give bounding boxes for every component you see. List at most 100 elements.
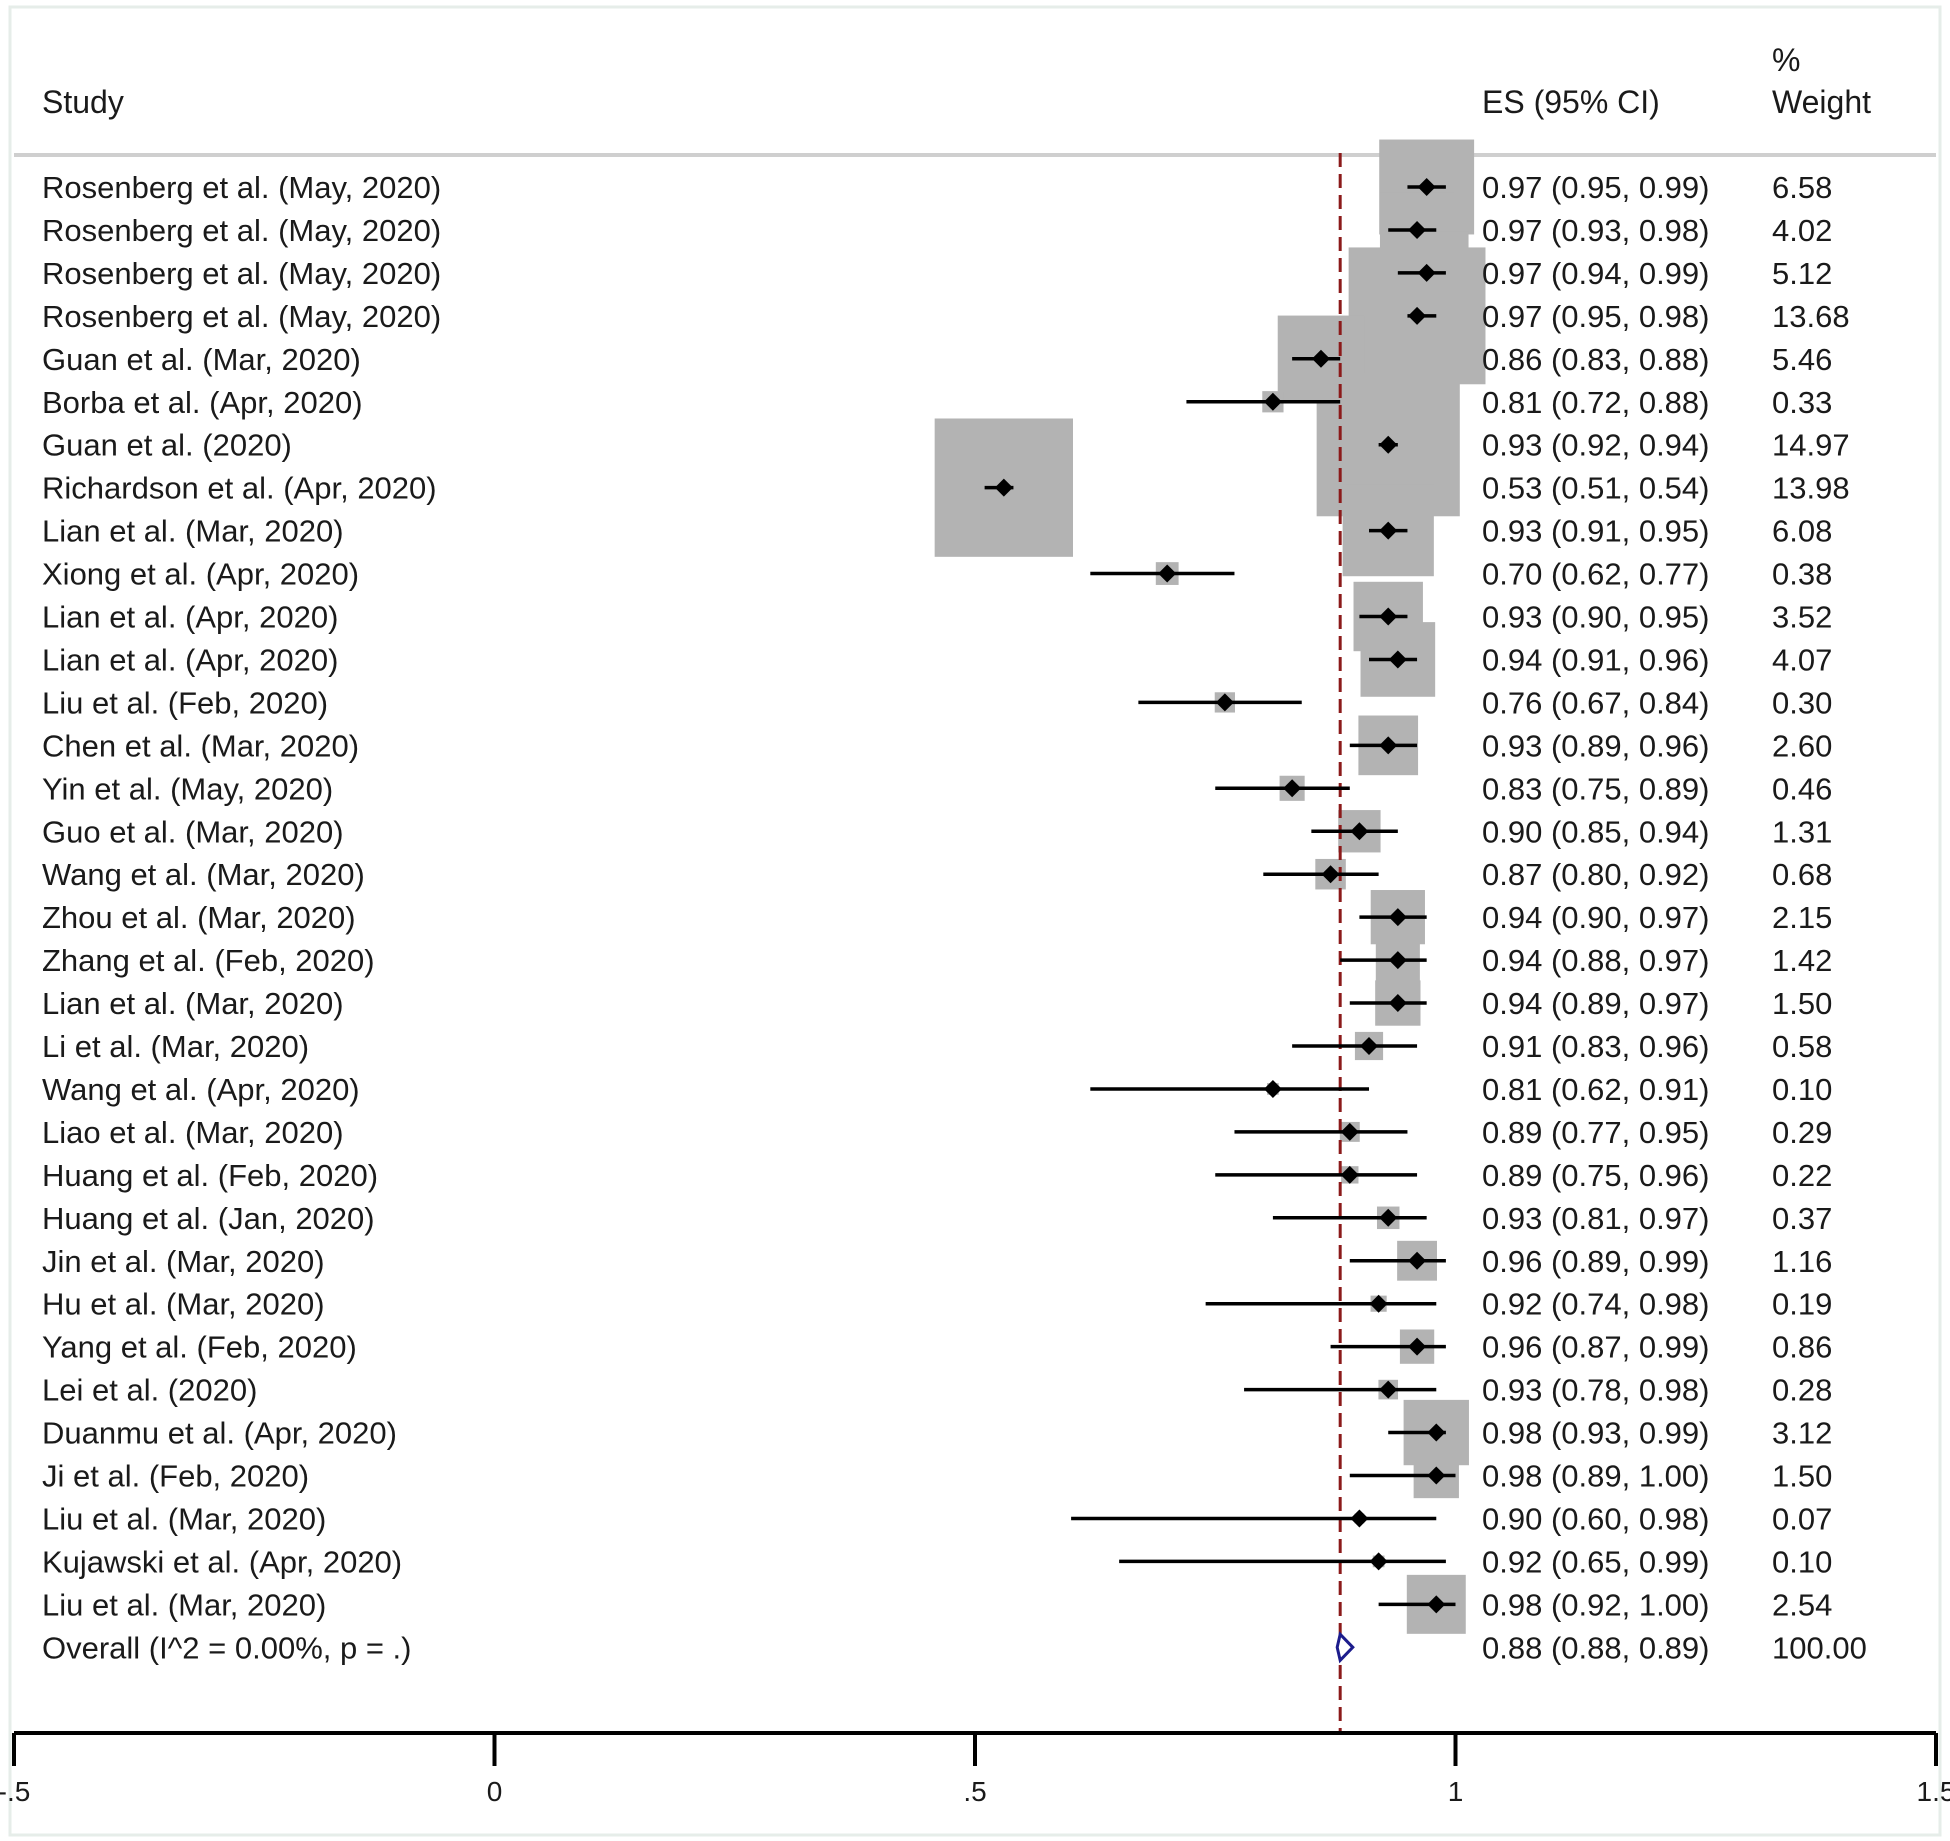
- study-label: Lian et al. (Apr, 2020): [42, 600, 338, 635]
- study-label: Guan et al. (2020): [42, 428, 292, 463]
- study-weight: 13.68: [1772, 299, 1850, 334]
- study-weight: 0.68: [1772, 857, 1832, 892]
- study-label: Lian et al. (Mar, 2020): [42, 514, 344, 549]
- study-weight: 1.16: [1772, 1244, 1832, 1279]
- x-tick-label: 0: [487, 1776, 503, 1807]
- point-estimate-marker: [1340, 1165, 1359, 1184]
- study-label: Yin et al. (May, 2020): [42, 771, 333, 806]
- study-weight: 0.38: [1772, 557, 1832, 592]
- effect-size-ci: 0.98 (0.93, 0.99): [1482, 1416, 1710, 1451]
- point-estimate-marker: [1408, 306, 1427, 325]
- effect-size-ci: 0.97 (0.95, 0.98): [1482, 299, 1710, 334]
- effect-size-ci: 0.98 (0.89, 1.00): [1482, 1459, 1710, 1494]
- effect-size-ci: 0.86 (0.83, 0.88): [1482, 342, 1710, 377]
- effect-size-ci: 0.89 (0.75, 0.96): [1482, 1158, 1710, 1193]
- point-estimate-marker: [1408, 220, 1427, 239]
- study-weight: 0.33: [1772, 385, 1832, 420]
- study-label: Guan et al. (Mar, 2020): [42, 342, 361, 377]
- effect-size-ci: 0.93 (0.91, 0.95): [1482, 514, 1710, 549]
- point-estimate-marker: [1263, 1079, 1282, 1098]
- study-weight: 0.10: [1772, 1072, 1832, 1107]
- point-estimate-marker: [1263, 392, 1282, 411]
- point-estimate-marker: [1427, 1595, 1446, 1614]
- study-weight: 6.58: [1772, 170, 1832, 205]
- study-label: Zhang et al. (Feb, 2020): [42, 943, 375, 978]
- study-weight: 0.10: [1772, 1544, 1832, 1579]
- effect-size-ci: 0.70 (0.62, 0.77): [1482, 557, 1710, 592]
- study-label: Huang et al. (Feb, 2020): [42, 1158, 378, 1193]
- point-estimate-marker: [1158, 564, 1177, 583]
- point-estimate-marker: [1379, 1380, 1398, 1399]
- point-estimate-marker: [1283, 779, 1302, 798]
- point-estimate-marker: [1408, 1251, 1427, 1270]
- point-estimate-marker: [1321, 865, 1340, 884]
- header-weight-pct: %: [1772, 42, 1800, 78]
- point-estimate-marker: [1388, 951, 1407, 970]
- study-label: Liu et al. (Mar, 2020): [42, 1587, 326, 1622]
- study-weight: 1.31: [1772, 814, 1832, 849]
- effect-size-ci: 0.92 (0.74, 0.98): [1482, 1287, 1710, 1322]
- point-estimate-marker: [1379, 1208, 1398, 1227]
- study-label: Wang et al. (Mar, 2020): [42, 857, 365, 892]
- study-weight: 0.37: [1772, 1201, 1832, 1236]
- study-label: Richardson et al. (Apr, 2020): [42, 471, 437, 506]
- x-axis: -.5 0 .5 1 1.5: [0, 1731, 1950, 1807]
- study-label: Li et al. (Mar, 2020): [42, 1029, 309, 1064]
- study-weight: 5.12: [1772, 256, 1832, 291]
- study-label: Rosenberg et al. (May, 2020): [42, 213, 441, 248]
- effect-size-ci: 0.93 (0.92, 0.94): [1482, 428, 1710, 463]
- effect-size-ci: 0.90 (0.85, 0.94): [1482, 814, 1710, 849]
- study-marks: [984, 178, 1456, 1664]
- study-label: Guo et al. (Mar, 2020): [42, 814, 344, 849]
- study-label: Kujawski et al. (Apr, 2020): [42, 1544, 402, 1579]
- point-estimate-marker: [1417, 263, 1436, 282]
- study-label: Liu et al. (Feb, 2020): [42, 685, 328, 720]
- study-weight: 4.07: [1772, 642, 1832, 677]
- study-label: Liao et al. (Mar, 2020): [42, 1115, 344, 1150]
- header-es: ES (95% CI): [1482, 84, 1660, 120]
- study-weight: 0.58: [1772, 1029, 1832, 1064]
- study-label: Xiong et al. (Apr, 2020): [42, 557, 359, 592]
- effect-size-ci: 0.94 (0.90, 0.97): [1482, 900, 1710, 935]
- effect-size-ci: 0.81 (0.72, 0.88): [1482, 385, 1710, 420]
- study-weight: 1.50: [1772, 986, 1832, 1021]
- effect-size-ci: 0.92 (0.65, 0.99): [1482, 1544, 1710, 1579]
- study-weight: 13.98: [1772, 471, 1850, 506]
- effect-size-ci: 0.90 (0.60, 0.98): [1482, 1501, 1710, 1536]
- study-weight: 3.52: [1772, 600, 1832, 635]
- effect-size-ci: 0.93 (0.78, 0.98): [1482, 1373, 1710, 1408]
- study-label: Lian et al. (Mar, 2020): [42, 986, 344, 1021]
- study-label: Wang et al. (Apr, 2020): [42, 1072, 360, 1107]
- effect-size-ci: 0.91 (0.83, 0.96): [1482, 1029, 1710, 1064]
- study-label: Duanmu et al. (Apr, 2020): [42, 1416, 397, 1451]
- point-estimate-marker: [1340, 1122, 1359, 1141]
- point-estimate-marker: [1408, 1337, 1427, 1356]
- study-weight: 0.07: [1772, 1501, 1832, 1536]
- study-label: Yang et al. (Feb, 2020): [42, 1330, 357, 1365]
- effect-size-ci: 0.98 (0.92, 1.00): [1482, 1587, 1710, 1622]
- point-estimate-marker: [1311, 349, 1330, 368]
- study-label: Zhou et al. (Mar, 2020): [42, 900, 356, 935]
- plot-frame: [8, 5, 1942, 1837]
- header-study: Study: [42, 84, 124, 120]
- study-weight: 14.97: [1772, 428, 1850, 463]
- study-weight: 0.30: [1772, 685, 1832, 720]
- point-estimate-marker: [1388, 650, 1407, 669]
- point-estimate-marker: [1369, 1294, 1388, 1313]
- study-label: Hu et al. (Mar, 2020): [42, 1287, 325, 1322]
- study-label: Huang et al. (Jan, 2020): [42, 1201, 375, 1236]
- point-estimate-marker: [1215, 693, 1234, 712]
- study-weight: 6.08: [1772, 514, 1832, 549]
- study-weight: 0.86: [1772, 1330, 1832, 1365]
- effect-size-ci: 0.94 (0.91, 0.96): [1482, 642, 1710, 677]
- effect-size-ci: 0.87 (0.80, 0.92): [1482, 857, 1710, 892]
- study-label: Rosenberg et al. (May, 2020): [42, 170, 441, 205]
- point-estimate-marker: [1388, 994, 1407, 1013]
- study-label: Chen et al. (Mar, 2020): [42, 728, 359, 763]
- study-label: Rosenberg et al. (May, 2020): [42, 299, 441, 334]
- effect-size-ci: 0.97 (0.93, 0.98): [1482, 213, 1710, 248]
- effect-size-ci: 0.93 (0.81, 0.97): [1482, 1201, 1710, 1236]
- effect-size-ci: 0.94 (0.89, 0.97): [1482, 986, 1710, 1021]
- overall-diamond: [1335, 1631, 1355, 1664]
